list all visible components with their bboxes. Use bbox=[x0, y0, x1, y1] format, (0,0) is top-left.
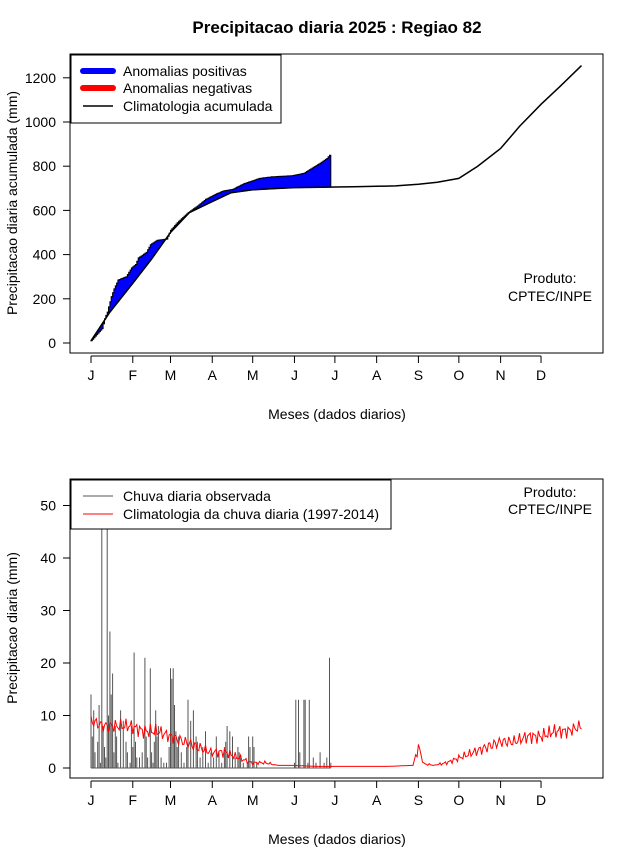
x-tick-label: J bbox=[291, 367, 298, 383]
x-tick-label: J bbox=[331, 367, 338, 383]
x-tick-label: D bbox=[536, 792, 546, 808]
climatology-daily-line bbox=[90, 715, 582, 767]
x-tick-label: O bbox=[453, 367, 464, 383]
x-axis-label-bottom: Meses (dados diarios) bbox=[268, 831, 406, 847]
y-tick-label: 0 bbox=[48, 760, 56, 776]
x-tick-label: D bbox=[536, 367, 546, 383]
legend-top: Anomalias positivas Anomalias negativas … bbox=[70, 54, 282, 124]
y-tick-label: 20 bbox=[40, 655, 56, 671]
y-tick-label: 40 bbox=[40, 550, 56, 566]
x-tick-label: F bbox=[128, 367, 137, 383]
annotation-product-label: Produto: bbox=[524, 484, 577, 500]
climatology-cumulative-line bbox=[90, 65, 583, 342]
x-tick-label: M bbox=[247, 792, 259, 808]
x-tick-label: J bbox=[88, 367, 95, 383]
annotation-product-source: CPTEC/INPE bbox=[508, 501, 592, 517]
legend-label-observed: Chuva diaria observada bbox=[123, 488, 271, 504]
axis-ticks-bottom: J F M A M J J A S O N D 0 10 20 30 40 50 bbox=[40, 498, 546, 809]
y-tick-label: 0 bbox=[48, 335, 56, 351]
y-tick-label: 30 bbox=[40, 603, 56, 619]
legend-label-climatology-daily: Climatologia da chuva diaria (1997-2014) bbox=[123, 506, 379, 522]
x-tick-label: J bbox=[291, 792, 298, 808]
x-tick-label: J bbox=[331, 792, 338, 808]
x-tick-label: M bbox=[165, 367, 177, 383]
x-tick-label: N bbox=[496, 792, 506, 808]
legend-box bbox=[70, 479, 392, 530]
x-tick-label: F bbox=[128, 792, 137, 808]
cumulative-plot-area bbox=[90, 65, 583, 342]
chart-title: Precipitacao diaria 2025 : Regiao 82 bbox=[192, 18, 481, 37]
x-tick-label: M bbox=[165, 792, 177, 808]
y-tick-label: 800 bbox=[33, 158, 57, 174]
y-tick-label: 400 bbox=[33, 247, 57, 263]
daily-plot-area bbox=[90, 526, 582, 769]
x-tick-label: M bbox=[247, 367, 259, 383]
legend-label-climatology: Climatologia acumulada bbox=[123, 98, 273, 114]
y-tick-label: 600 bbox=[33, 202, 57, 218]
x-tick-label: A bbox=[372, 792, 382, 808]
x-tick-label: A bbox=[372, 367, 382, 383]
annotation-product-source: CPTEC/INPE bbox=[508, 288, 592, 304]
y-tick-label: 1000 bbox=[25, 114, 56, 130]
legend-label-negative: Anomalias negativas bbox=[123, 80, 252, 96]
axis-ticks-top: J F M A M J J A S O N D 0 200 400 600 800 1000 1200 bbox=[25, 70, 546, 383]
y-tick-label: 1200 bbox=[25, 70, 56, 86]
positive-anomaly-band bbox=[90, 154, 332, 342]
y-axis-label-top: Precipitacao diaria acumulada (mm) bbox=[4, 91, 20, 315]
y-tick-label: 200 bbox=[33, 291, 57, 307]
y-tick-label: 50 bbox=[40, 498, 56, 514]
x-tick-label: A bbox=[208, 792, 218, 808]
y-tick-label: 10 bbox=[40, 708, 56, 724]
y-axis-label-bottom: Precipitacao diaria (mm) bbox=[4, 552, 20, 704]
x-axis-label-top: Meses (dados diarios) bbox=[268, 406, 406, 422]
annotation-product-label: Produto: bbox=[524, 270, 577, 286]
legend-label-positive: Anomalias positivas bbox=[123, 63, 247, 79]
x-tick-label: J bbox=[88, 792, 95, 808]
legend-bottom: Chuva diaria observada Climatologia da c… bbox=[70, 479, 392, 530]
x-tick-label: S bbox=[414, 792, 423, 808]
x-tick-label: O bbox=[453, 792, 464, 808]
x-tick-label: A bbox=[208, 367, 218, 383]
x-tick-label: N bbox=[496, 367, 506, 383]
x-tick-label: S bbox=[414, 367, 423, 383]
